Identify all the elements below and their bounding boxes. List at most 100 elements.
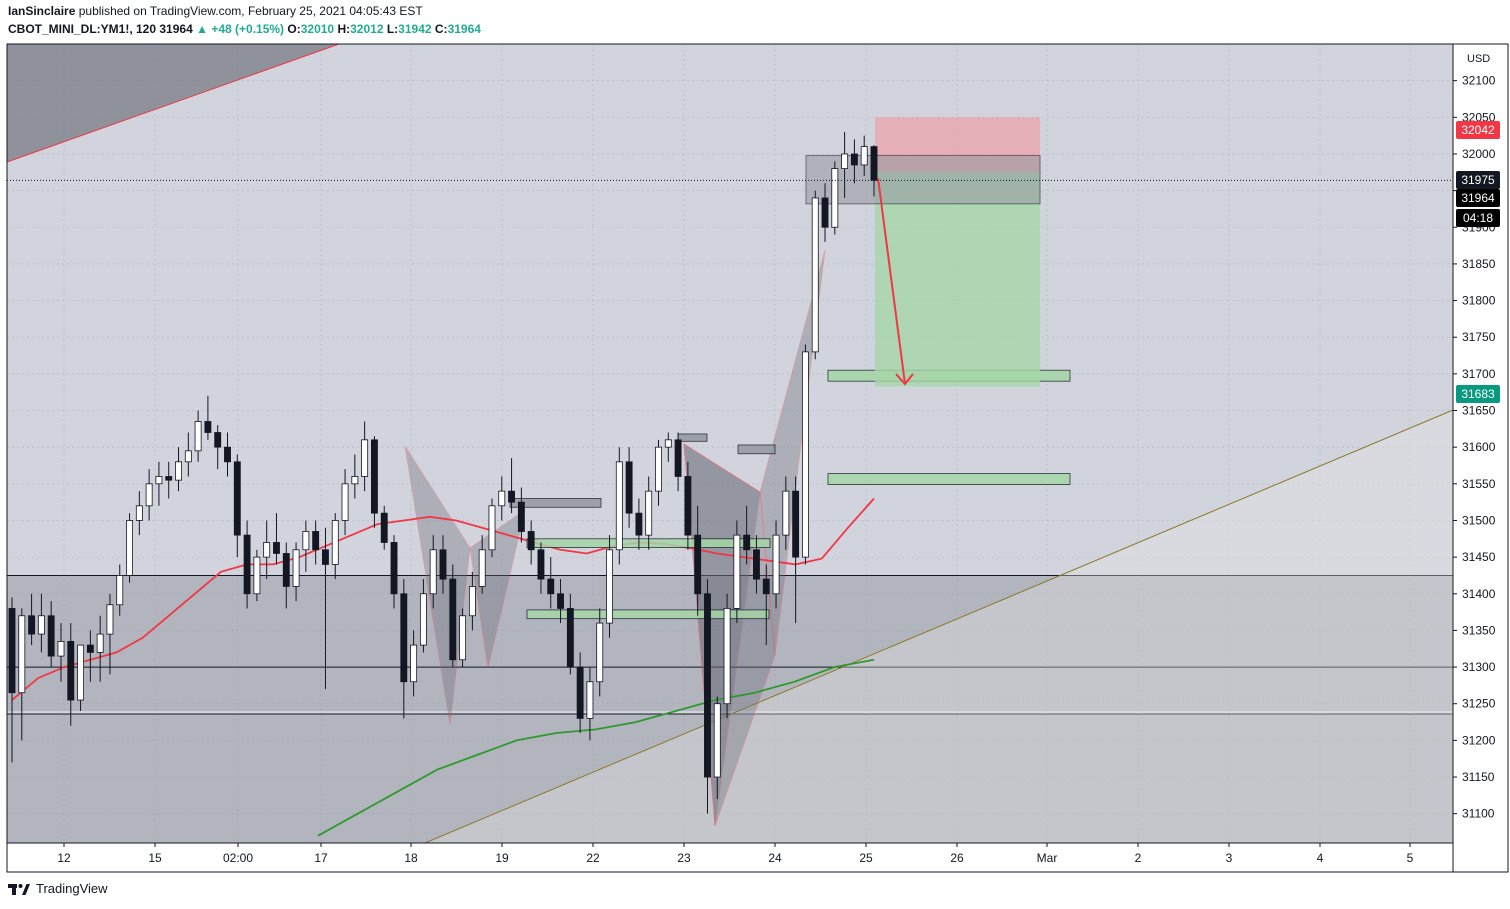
candle-body <box>478 549 486 587</box>
candle-body <box>576 666 584 719</box>
candle <box>811 190 819 360</box>
candle-body <box>292 549 300 587</box>
close-label: C: <box>434 22 448 36</box>
candle <box>37 593 45 653</box>
candle-body <box>253 556 261 595</box>
candle-body <box>831 168 839 228</box>
y-tick-label: 31300 <box>1462 660 1496 674</box>
candle <box>145 469 153 521</box>
y-tick-label: 31450 <box>1462 550 1496 564</box>
candle <box>704 579 711 814</box>
x-tick-label: 19 <box>495 851 509 865</box>
last-price: 31964 <box>159 22 193 36</box>
candle <box>243 520 251 609</box>
y-tick-label: 31800 <box>1462 294 1496 308</box>
candle <box>772 520 780 609</box>
candle-body <box>753 549 760 580</box>
symbol-legend: CBOT_MINI_DL:YM1!, 120 31964 ▲ +48 (+0.1… <box>8 22 481 36</box>
candle-body <box>96 633 104 653</box>
publish-date: published on TradingView.com, February 2… <box>78 4 423 18</box>
candle-body <box>821 197 829 228</box>
candle-body <box>439 549 447 580</box>
candle <box>459 608 467 668</box>
trend-line-upper <box>6 43 340 163</box>
candle <box>282 542 290 609</box>
candle-body <box>635 512 643 536</box>
candle-body <box>772 534 780 595</box>
open-value: 32010 <box>300 22 335 36</box>
candle <box>341 469 349 536</box>
x-tick-label: 15 <box>148 851 162 865</box>
candle-body <box>57 641 65 657</box>
candle-body <box>694 534 702 595</box>
candle <box>753 535 760 594</box>
footer-brand-label[interactable]: TradingView <box>36 881 108 896</box>
open-label: O: <box>287 22 301 36</box>
candle-body <box>674 439 682 477</box>
author-name[interactable]: IanSinclaire <box>8 4 76 18</box>
candle-body <box>566 608 574 668</box>
candle <box>547 557 555 609</box>
candle-body <box>557 593 564 609</box>
candle <box>674 432 682 492</box>
candle <box>860 135 868 176</box>
candle-body <box>302 531 310 551</box>
candle <box>468 571 476 631</box>
candle <box>8 597 16 763</box>
x-tick-label: 3 <box>1226 851 1233 865</box>
price-label-text: 04:18 <box>1463 211 1493 225</box>
plot-background <box>7 44 1453 843</box>
candle-body <box>145 483 153 507</box>
y-tick-label: 31100 <box>1462 807 1495 821</box>
candle <box>664 432 672 462</box>
candle-body <box>175 461 182 481</box>
candle <box>214 425 222 470</box>
candle <box>694 505 702 616</box>
candle-body <box>596 622 604 683</box>
candle-body <box>28 615 36 635</box>
close-value: 31964 <box>447 22 481 36</box>
candle-body <box>606 549 613 624</box>
ema-slow-line <box>317 658 875 837</box>
candle <box>390 535 398 609</box>
candle-body <box>625 461 633 514</box>
candle-body <box>67 641 75 701</box>
y-tick-label: 31400 <box>1462 587 1496 601</box>
candle <box>508 458 516 514</box>
candle-body <box>733 534 741 609</box>
candle-body <box>449 578 457 661</box>
candle <box>370 436 378 528</box>
candle-body <box>468 586 476 617</box>
candle <box>292 542 300 602</box>
candle <box>312 520 320 565</box>
candle-body <box>194 421 202 452</box>
candle-body <box>655 446 662 492</box>
candle-body <box>86 644 94 653</box>
x-tick-label: 23 <box>677 851 691 865</box>
candle <box>488 498 496 558</box>
tradingview-logo-icon <box>8 883 30 895</box>
candle <box>126 513 133 583</box>
trend-line-rising <box>424 409 1454 844</box>
footer-brand: TradingView <box>8 881 108 896</box>
candle <box>57 623 65 682</box>
candle-body <box>508 490 516 503</box>
symbol-name[interactable]: CBOT_MINI_DL:YM1!, 120 <box>8 22 157 36</box>
candle <box>322 527 329 690</box>
candle <box>635 498 643 550</box>
price-label-countdown <box>1456 209 1500 227</box>
candle <box>498 476 506 521</box>
take-profit-zone <box>875 172 1040 387</box>
candle <box>28 593 36 646</box>
y-tick-label: 31700 <box>1462 367 1496 381</box>
candle-body <box>165 476 173 481</box>
candle-body <box>841 153 849 170</box>
candle <box>204 395 212 440</box>
price-label-text: 32042 <box>1461 123 1495 137</box>
x-tick-label: 22 <box>586 851 600 865</box>
candle <box>527 520 535 565</box>
candle <box>361 421 369 492</box>
candle <box>449 564 457 668</box>
candle <box>606 535 613 638</box>
